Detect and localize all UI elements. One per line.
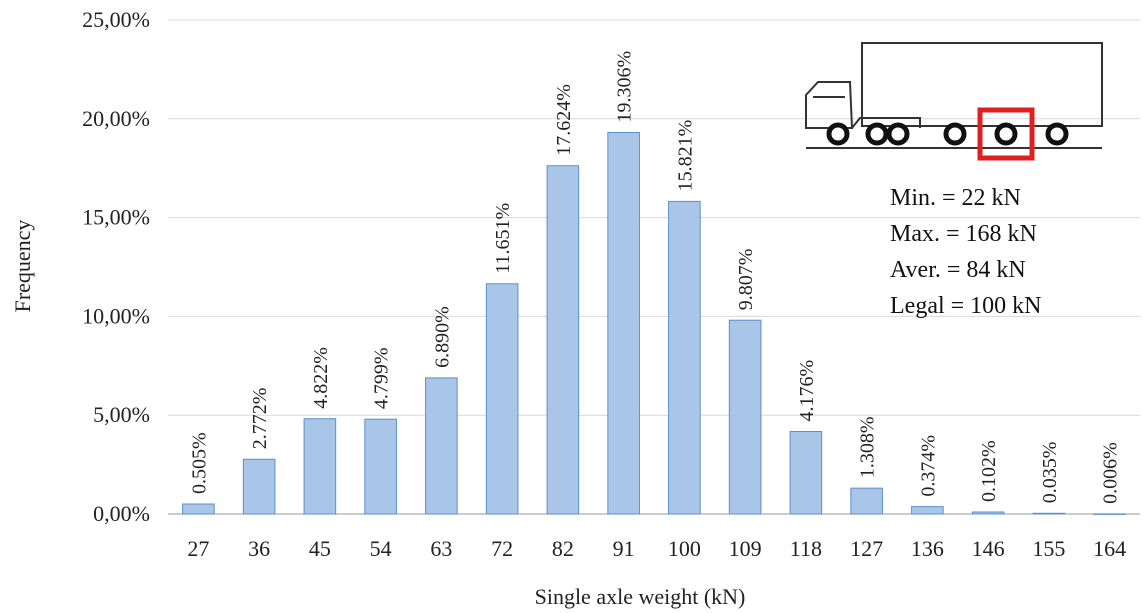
bar xyxy=(425,377,458,515)
bar xyxy=(728,319,762,515)
highlighted-axle-box xyxy=(977,107,1035,161)
x-tick-label: 127 xyxy=(850,536,883,561)
bar xyxy=(668,200,701,515)
x-tick-label: 54 xyxy=(370,536,392,561)
truck-wheels xyxy=(826,122,1069,146)
data-label: 0.006% xyxy=(1100,442,1122,504)
bar xyxy=(1032,512,1066,515)
bar xyxy=(1093,513,1126,515)
data-label: 4.799% xyxy=(371,347,393,409)
truck-cab xyxy=(805,81,854,129)
x-tick-label: 155 xyxy=(1032,536,1065,561)
x-tick-label: 146 xyxy=(972,536,1005,561)
x-tick-label: 91 xyxy=(613,536,635,561)
data-label: 1.308% xyxy=(857,416,879,478)
data-label: 4.822% xyxy=(310,347,332,409)
data-label: 0.102% xyxy=(978,440,1000,502)
data-label: 0.374% xyxy=(917,435,939,497)
stat-min: Min. = 22 kN xyxy=(890,185,1021,211)
x-tick-label: 36 xyxy=(248,536,270,561)
x-tick-label: 109 xyxy=(729,536,762,561)
stat-max: Max. = 168 kN xyxy=(890,221,1037,247)
x-tick-label: 118 xyxy=(790,536,822,561)
y-axis-title: Frequency xyxy=(10,220,35,313)
wheel-icon xyxy=(826,122,850,146)
x-tick-label: 164 xyxy=(1093,536,1126,561)
bar xyxy=(182,503,215,515)
wheel-icon xyxy=(994,122,1018,146)
data-label: 0.035% xyxy=(1039,442,1061,504)
x-tick-label: 72 xyxy=(491,536,513,561)
x-tick-label: 82 xyxy=(552,536,574,561)
y-tick-labels: 0,00% 5,00% 10,00% 15,00% 20,00% 25,00% xyxy=(82,7,150,526)
truck-chassis xyxy=(851,117,921,129)
data-label: 15.821% xyxy=(674,120,696,192)
truck-illustration xyxy=(805,42,1103,161)
data-labels: 0.505% 2.772% 4.822% 4.799% 6.890% 11.651% 17.… xyxy=(188,51,1121,504)
bar xyxy=(364,418,397,515)
stat-average: Aver. = 84 kN xyxy=(890,257,1026,283)
statistics-box: Min. = 22 kN Max. = 168 kN Aver. = 84 kN… xyxy=(890,180,1042,324)
data-label: 11.651% xyxy=(492,203,514,274)
bars xyxy=(182,132,1126,515)
x-tick-label: 27 xyxy=(187,536,209,561)
x-tick-label: 100 xyxy=(668,536,701,561)
data-label: 2.772% xyxy=(249,388,271,450)
wheel-icon xyxy=(943,122,967,146)
bar xyxy=(789,430,823,515)
y-tick-label: 25,00% xyxy=(82,7,150,32)
bar xyxy=(242,458,276,515)
y-tick-label: 15,00% xyxy=(82,205,150,230)
x-tick-label: 63 xyxy=(430,536,452,561)
x-tick-label: 136 xyxy=(911,536,944,561)
y-tick-label: 5,00% xyxy=(93,402,150,427)
bar xyxy=(303,418,337,515)
data-label: 6.890% xyxy=(431,306,453,368)
data-label: 0.505% xyxy=(188,432,210,494)
bar xyxy=(850,487,883,515)
wheel-icon xyxy=(886,122,910,146)
y-tick-label: 10,00% xyxy=(82,303,150,328)
stat-legal: Legal = 100 kN xyxy=(890,293,1042,319)
x-tick-labels: 27 36 45 54 63 72 82 91 100 109 118 127 136 146 155 164 xyxy=(187,536,1126,561)
bar xyxy=(485,283,519,515)
data-label: 17.624% xyxy=(553,84,575,156)
bar xyxy=(546,165,580,515)
data-label: 9.807% xyxy=(735,249,757,311)
wheel-icon xyxy=(865,122,889,146)
bar xyxy=(607,132,640,515)
wheel-icon xyxy=(1045,122,1069,146)
data-label: 4.176% xyxy=(796,360,818,422)
x-tick-label: 45 xyxy=(309,536,331,561)
y-tick-label: 0,00% xyxy=(93,501,150,526)
x-axis-title: Single axle weight (kN) xyxy=(535,584,746,609)
bar xyxy=(971,511,1005,515)
y-tick-label: 20,00% xyxy=(82,106,150,131)
data-label: 19.306% xyxy=(614,51,636,123)
bar xyxy=(911,506,944,515)
